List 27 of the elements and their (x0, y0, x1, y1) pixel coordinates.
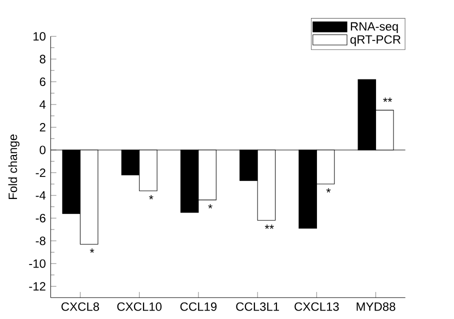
y-tick-label: -12 (29, 282, 46, 290)
x-tick-label: CXCL10 (117, 302, 162, 311)
x-tick-label: CXCL13 (294, 302, 339, 311)
x-tick-label: CXCL8 (61, 302, 100, 311)
annotation: * (208, 204, 212, 208)
legend-label: qRT-PCR (350, 35, 401, 46)
annotation: ** (264, 224, 274, 229)
annotation: * (149, 195, 154, 200)
legend-label: RNA-seq (350, 22, 398, 34)
y-tick-label: -2 (36, 168, 46, 177)
y-tick-label: 8 (40, 54, 46, 64)
y-tick-label: 2 (40, 123, 46, 132)
x-tick-label: MYD88 (356, 302, 396, 311)
y-axis-title: Fold change (8, 134, 20, 200)
y-tick-label: 6 (40, 78, 46, 86)
annotation: ** (383, 98, 392, 102)
y-tick-label: -4 (36, 191, 46, 200)
y-tick-label: -10 (29, 259, 46, 268)
annotation: * (90, 248, 94, 253)
y-tick-label: -8 (36, 236, 46, 246)
y-tick-label: 0 (40, 146, 46, 154)
y-tick-label: -6 (36, 214, 46, 222)
x-tick-label: CCL19 (180, 302, 217, 311)
x-tick-label: CCL3L1 (236, 302, 279, 311)
annotation: * (326, 188, 331, 193)
y-tick-label: 4 (40, 100, 46, 109)
y-tick-label: 10 (34, 32, 46, 41)
